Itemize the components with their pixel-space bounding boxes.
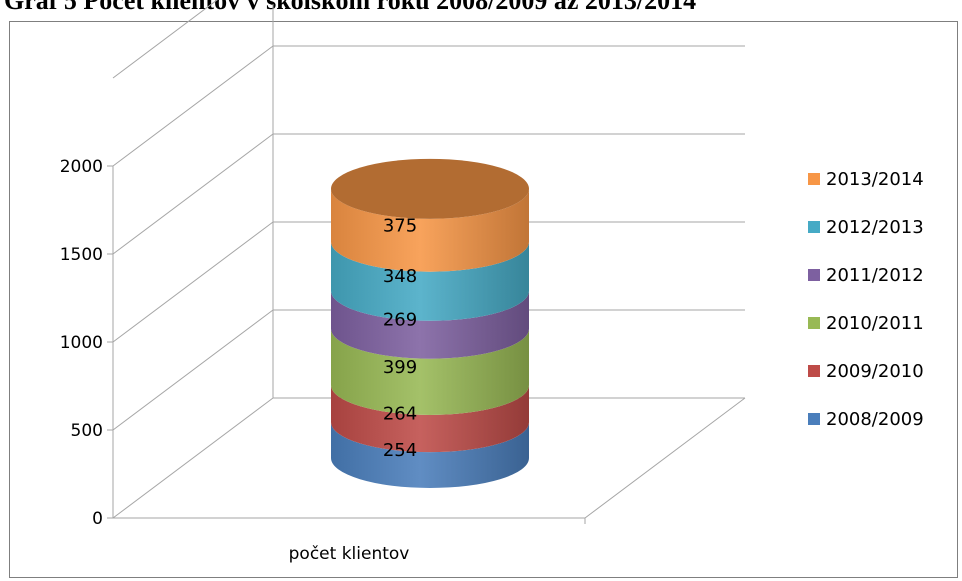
- legend-swatch-2009-2010: [808, 365, 820, 377]
- cylinder-segment-2009-2010: [331, 384, 529, 453]
- legend: 2013/2014 2012/2013 2011/2012 2010/2011 2009…: [808, 169, 924, 430]
- stacked-cylinder: [331, 158, 529, 488]
- data-label-2013-2014: 375: [383, 215, 417, 236]
- gridline-side: [112, 221, 274, 343]
- x-category-label: počet klientov: [289, 544, 410, 564]
- gridline-side: [112, 0, 218, 79]
- gridline-side: [112, 309, 274, 431]
- gridline-side: [112, 45, 274, 167]
- x-axis: počet klientov: [289, 518, 586, 564]
- cylinder-segment-2008-2009: [331, 422, 529, 488]
- floor-right-edge: [584, 397, 746, 519]
- data-label-2010-2011: 399: [383, 357, 417, 378]
- y-tick-label: 500: [71, 421, 103, 441]
- legend-swatch-2008-2009: [808, 413, 820, 425]
- y-tick-label: 1000: [60, 333, 103, 353]
- legend-swatch-2011-2012: [808, 269, 820, 281]
- floor-left-edge: [112, 397, 274, 519]
- legend-label-2012-2013: 2012/2013: [826, 217, 924, 238]
- y-tick-label: 1500: [60, 245, 103, 265]
- legend-label-2010-2011: 2010/2011: [826, 313, 924, 334]
- cylinder-segment-2012-2013: [331, 241, 529, 321]
- cylinder-segment-2013-2014: [331, 188, 529, 272]
- legend-swatch-2010-2011: [808, 317, 820, 329]
- cylinder-segment-2011-2012: [331, 290, 529, 359]
- data-labels: 254 264 399 269 348 375: [383, 215, 417, 461]
- data-label-2009-2010: 264: [383, 404, 417, 425]
- legend-label-2008-2009: 2008/2009: [826, 409, 924, 430]
- chart-title: Graf 5 Počet klientov v školskom roku 20…: [4, 0, 697, 15]
- legend-swatch-2013-2014: [808, 173, 820, 185]
- y-tick-label: 2000: [60, 157, 103, 177]
- data-label-2008-2009: 254: [383, 440, 417, 461]
- y-tick-label: 0: [92, 509, 103, 529]
- cylinder-segment-2010-2011: [331, 328, 529, 415]
- data-label-2011-2012: 269: [383, 310, 417, 331]
- legend-label-2009-2010: 2009/2010: [826, 361, 924, 382]
- legend-swatch-2012-2013: [808, 221, 820, 233]
- legend-label-2013-2014: 2013/2014: [826, 169, 924, 190]
- cylinder-top-cap: [331, 158, 529, 219]
- y-axis-ticks: 0 500 1000 1500 2000: [60, 157, 113, 529]
- data-label-2012-2013: 348: [383, 266, 417, 287]
- gridline-side: [112, 133, 274, 255]
- legend-label-2011-2012: 2011/2012: [826, 265, 924, 286]
